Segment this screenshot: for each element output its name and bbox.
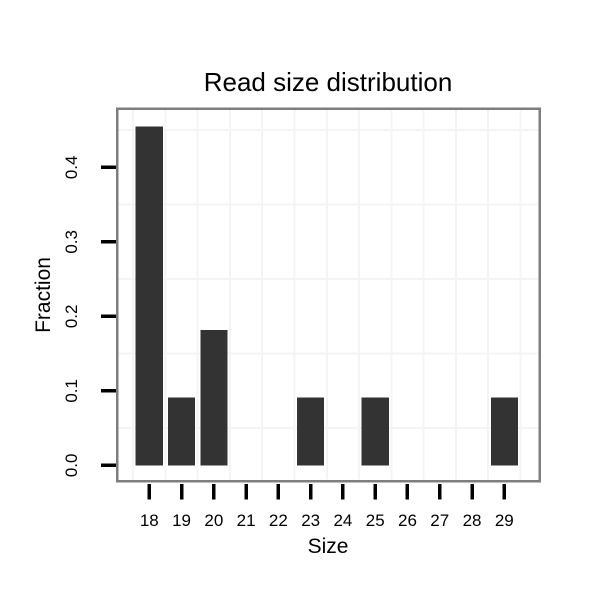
axis-ticks-layer [101,165,507,500]
x-tick-label: 22 [269,511,288,530]
bar-size-29 [490,397,518,466]
gridlines-layer [118,110,538,480]
x-tick-label: 20 [204,511,223,530]
x-tick-label: 27 [430,511,449,530]
x-tick-label: 18 [140,511,159,530]
x-tick-label: 21 [237,511,256,530]
bar-size-19 [167,397,196,466]
bar-size-25 [361,397,389,466]
chart-title: Read size distribution [204,67,453,97]
x-tick-label: 26 [398,511,417,530]
x-tick-label: 28 [463,511,482,530]
y-tick-label: 0.1 [62,379,81,403]
y-axis-title: Fraction [32,257,55,333]
x-tick-label: 23 [301,511,320,530]
tick-labels-layer: 18 19 20 21 22 23 24 25 26 27 28 29 0.0 0.1 0.2 0.3 0.4 [62,156,514,530]
y-tick-label: 0.4 [62,156,81,180]
x-tick-label: 19 [172,511,191,530]
x-axis-title: Size [308,535,349,558]
y-tick-label: 0.2 [62,305,81,329]
bar-size-23 [297,397,325,466]
y-tick-label: 0.0 [62,454,81,478]
x-tick-label: 29 [495,511,514,530]
x-tick-label: 24 [333,511,352,530]
y-tick-label: 0.3 [62,230,81,254]
bar-size-20 [200,329,228,466]
bars-layer [135,126,518,466]
x-tick-label: 25 [366,511,385,530]
plot-panel-border [115,107,541,483]
bar-size-18 [135,126,163,466]
